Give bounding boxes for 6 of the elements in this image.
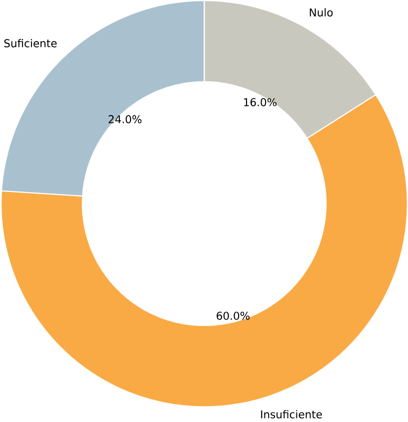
data-label: 24.0% <box>108 115 142 124</box>
data-label: 16.0% <box>244 98 277 106</box>
slice-label: Nulo <box>310 8 333 17</box>
slice-label: Suficiente <box>4 38 57 48</box>
data-label: 60.0% <box>216 312 250 320</box>
slice-label: Insuficiente <box>261 410 322 418</box>
